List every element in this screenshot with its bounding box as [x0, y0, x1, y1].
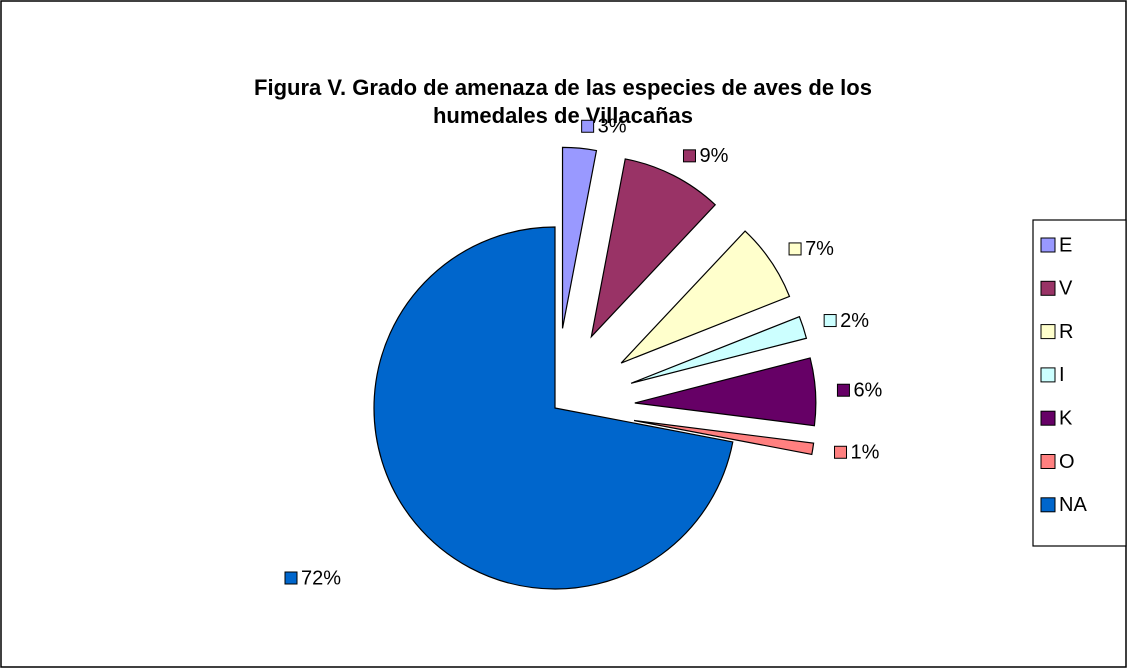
data-label: 72% — [301, 567, 341, 589]
label-key — [284, 571, 298, 585]
label-key — [581, 119, 595, 133]
data-label: 1% — [851, 442, 880, 464]
legend-label: K — [1059, 407, 1073, 429]
pie-slice — [620, 230, 791, 364]
data-label: 2% — [840, 310, 869, 332]
legend-label: NA — [1059, 494, 1087, 516]
chart-title: Figura V. Grado de amenaza de las especi… — [254, 75, 872, 100]
legend-label: O — [1059, 451, 1075, 473]
chart-title: humedales de Villacañas — [433, 103, 693, 128]
legend-key — [1040, 367, 1056, 383]
label-key — [823, 314, 837, 328]
legend-key — [1040, 454, 1056, 469]
legend-key — [1040, 237, 1056, 253]
legend-label: R — [1059, 321, 1073, 343]
pie-slice — [633, 419, 815, 456]
data-label: 9% — [699, 145, 728, 167]
data-label: 7% — [805, 238, 834, 260]
label-key — [682, 149, 696, 163]
pie-slice — [634, 357, 817, 427]
legend-box — [1032, 219, 1127, 547]
legend-key — [1040, 497, 1056, 513]
legend-key — [1040, 280, 1056, 296]
data-label: 3% — [598, 116, 627, 138]
pie-slice — [590, 158, 717, 339]
data-label: 6% — [853, 380, 882, 402]
label-key — [834, 445, 848, 459]
pie-slice — [630, 315, 808, 384]
legend-label: V — [1059, 278, 1073, 300]
label-key — [836, 383, 850, 397]
legend-key — [1040, 324, 1056, 340]
legend-label: E — [1059, 234, 1072, 256]
label-key — [788, 242, 802, 256]
pie-slice — [561, 146, 598, 329]
legend-label: I — [1059, 364, 1065, 386]
legend-key — [1040, 410, 1056, 426]
pie-slice — [373, 226, 734, 590]
